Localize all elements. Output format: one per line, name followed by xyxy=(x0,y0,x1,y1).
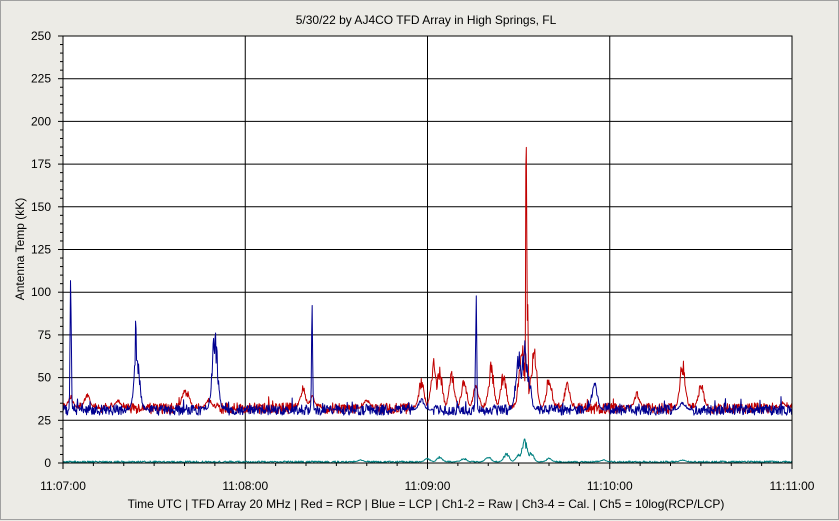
y-tick-label: 125 xyxy=(31,243,51,257)
x-tick-label: 11:09:00 xyxy=(405,479,451,493)
x-tick-label: 11:10:00 xyxy=(587,479,633,493)
y-tick-label: 100 xyxy=(31,285,51,299)
y-tick-label: 75 xyxy=(38,328,52,342)
x-axis-label: Time UTC | TFD Array 20 MHz | Red = RCP … xyxy=(128,497,725,511)
series-line-ch5 xyxy=(62,438,793,464)
y-tick-label: 225 xyxy=(31,72,51,86)
y-tick-label: 175 xyxy=(31,157,51,171)
y-tick-label: 25 xyxy=(38,413,52,427)
chart-title: 5/30/22 by AJ4CO TFD Array in High Sprin… xyxy=(296,13,557,27)
series-line-lcp xyxy=(62,280,793,416)
series-layer xyxy=(62,146,793,464)
grid xyxy=(63,36,792,463)
y-tick-label: 250 xyxy=(31,29,51,43)
x-tick-label: 11:08:00 xyxy=(222,479,268,493)
x-tick-label: 11:11:00 xyxy=(770,479,815,493)
y-tick-label: 200 xyxy=(31,114,51,128)
axes: 0 25 50 75 100 125 150 175 200 225 250 11:07:00 11:0… xyxy=(31,29,815,493)
x-tick-label: 11:07:00 xyxy=(40,479,86,493)
y-tick-label: 0 xyxy=(44,456,51,470)
plot-border xyxy=(62,35,793,464)
y-tick-label: 50 xyxy=(38,371,52,385)
y-axis-label: Antenna Temp (kK) xyxy=(13,198,27,301)
y-tick-label: 150 xyxy=(31,200,51,214)
